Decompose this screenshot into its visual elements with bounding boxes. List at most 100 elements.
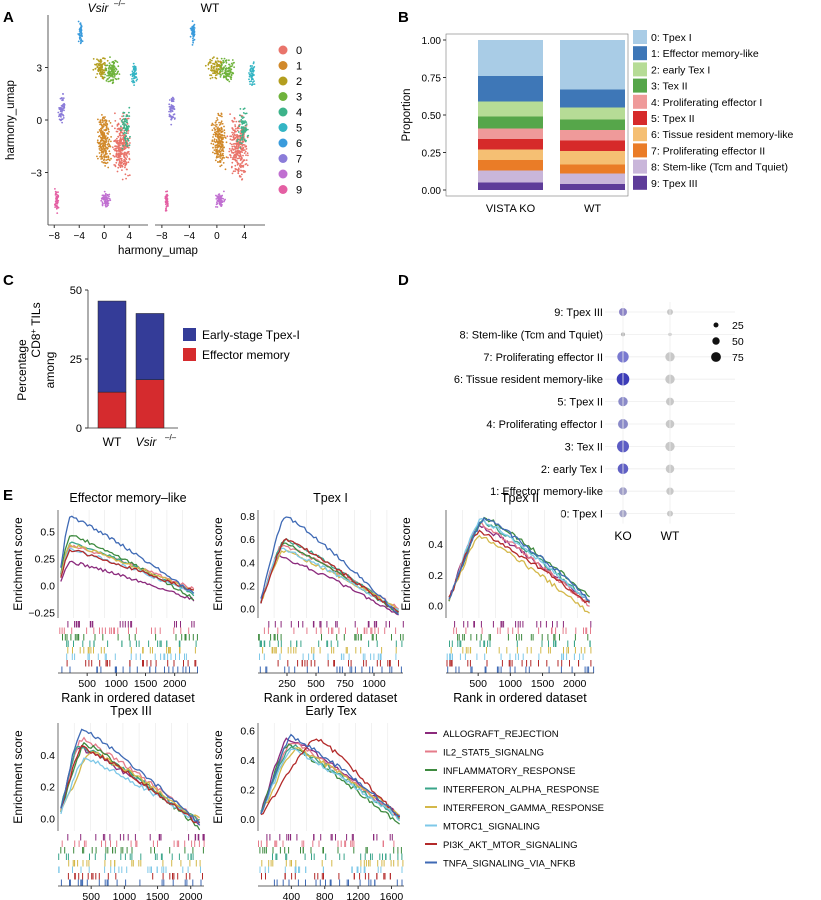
bar-segment	[560, 184, 625, 190]
umap-point	[235, 157, 238, 159]
umap-point	[99, 121, 102, 123]
barcode-hit	[519, 621, 521, 628]
barcode-hit	[130, 647, 132, 654]
umap-point	[100, 61, 102, 64]
barcode-hit	[458, 666, 460, 673]
barcode-hit	[447, 666, 449, 673]
barcode-hit	[323, 847, 324, 854]
barcode-hit	[82, 860, 84, 867]
y-tick-label: 0.4	[428, 539, 443, 551]
barcode-hit	[556, 621, 558, 628]
barcode-hit	[287, 647, 289, 654]
barcode-hit	[590, 660, 592, 667]
umap-point	[217, 135, 220, 137]
barcode-hit	[286, 834, 288, 841]
umap-point	[222, 197, 225, 200]
umap-point	[113, 68, 116, 71]
umap-point	[220, 57, 223, 60]
barcode-hit	[593, 666, 595, 673]
umap-point	[124, 123, 126, 125]
umap-point	[223, 132, 226, 134]
barcode-hit	[330, 640, 332, 647]
umap-point	[241, 123, 244, 125]
barcode-hit	[195, 640, 197, 647]
barcode-hit	[122, 666, 124, 673]
barcode-hit	[151, 866, 152, 873]
umap-point	[241, 138, 244, 141]
barcode-hit	[582, 653, 584, 660]
umap-point	[232, 158, 235, 161]
barcode-hit	[374, 627, 376, 634]
umap-point	[216, 151, 219, 154]
x-tick-label: −8	[156, 231, 168, 242]
umap-point	[117, 156, 119, 159]
barcode-hit	[279, 847, 281, 854]
umap-point	[102, 198, 105, 201]
umap-point	[104, 116, 106, 118]
barcode-hit	[157, 640, 159, 647]
barcode-hit	[276, 879, 278, 886]
umap-point	[220, 126, 223, 129]
barcode-hit	[277, 660, 279, 667]
x-tick-label: 4	[126, 231, 132, 242]
umap-point	[56, 198, 58, 201]
umap-point	[245, 154, 247, 157]
umap-point	[102, 159, 105, 162]
umap-point	[240, 164, 243, 167]
umap-point	[115, 161, 118, 164]
umap-point	[118, 73, 121, 75]
legend-swatch	[633, 159, 647, 174]
umap-point	[107, 67, 110, 70]
barcode-hit	[109, 834, 111, 841]
barcode-hit	[107, 640, 109, 647]
barcode-hit	[264, 847, 266, 854]
barcode-hit	[69, 879, 70, 886]
umap-point	[121, 121, 124, 123]
umap-point	[116, 123, 119, 126]
umap-point	[117, 158, 120, 161]
barcode-hit	[88, 647, 90, 654]
barcode-hit	[360, 860, 362, 867]
umap-point	[213, 69, 216, 72]
umap-point	[251, 67, 254, 69]
barcode-hit	[380, 866, 382, 873]
y-tick-label: 0.0	[40, 581, 55, 593]
umap-point	[226, 72, 229, 75]
umap-point	[221, 145, 224, 148]
umap-point	[99, 119, 102, 122]
barcode-hit	[320, 834, 322, 841]
barcode-hit	[86, 879, 88, 886]
barcode-hit	[497, 666, 498, 673]
barcode-hit	[567, 640, 569, 647]
umap-point	[243, 130, 246, 133]
barcode-hit	[319, 879, 321, 886]
barcode-hit	[202, 873, 203, 880]
barcode-hit	[402, 860, 404, 867]
barcode-hit	[488, 634, 490, 641]
barcode-hit	[262, 647, 264, 654]
umap-point	[218, 145, 221, 148]
barcode-hit	[288, 666, 290, 673]
barcode-hit	[123, 834, 125, 841]
barcode-hit	[584, 666, 586, 673]
umap-point	[105, 200, 107, 203]
barcode-hit	[138, 860, 140, 867]
umap-point	[246, 164, 249, 167]
barcode-hit	[262, 847, 264, 854]
umap-point	[101, 194, 104, 197]
bar-segment	[560, 140, 625, 151]
barcode-hit	[180, 860, 182, 867]
umap-point	[231, 59, 234, 61]
barcode-hit	[554, 634, 556, 641]
barcode-hit	[304, 660, 306, 667]
umap-point	[108, 143, 111, 146]
umap-point	[166, 199, 169, 202]
barcode-hit	[334, 660, 335, 667]
umap-point	[114, 145, 116, 148]
umap-point	[245, 123, 248, 125]
umap-point	[128, 137, 131, 140]
umap-point	[225, 75, 228, 78]
barcode-hit	[536, 621, 538, 628]
umap-point	[99, 155, 102, 158]
